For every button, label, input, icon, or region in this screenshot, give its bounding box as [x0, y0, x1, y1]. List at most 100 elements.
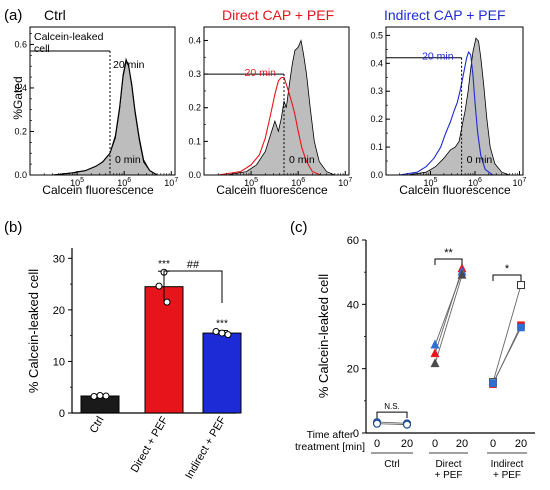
hist-ytick-label: 0.2 — [188, 103, 201, 113]
group-name: Direct — [435, 459, 461, 470]
hist-xtick-label: 107 — [338, 177, 352, 188]
marker-triangle — [430, 348, 440, 358]
marker-circle — [402, 420, 412, 429]
hist-xtick-label: 105 — [70, 177, 84, 188]
hist-ytick-label: 0.0 — [14, 170, 27, 180]
annotation-0min: 0 min — [467, 154, 493, 166]
annotation-20min: 20 min — [422, 51, 454, 63]
paired-line — [492, 284, 522, 383]
scatter-significance-bracket — [434, 258, 463, 265]
hist-ytick-label: 0.4 — [14, 83, 27, 93]
hist-series-fill — [52, 60, 159, 176]
paired-line — [376, 421, 408, 424]
scatter-significance-label: * — [505, 263, 510, 275]
time-label: 0 — [490, 438, 496, 450]
hist-xtick-label: 106 — [117, 177, 131, 188]
time-label: 20 — [456, 438, 468, 450]
hist-series-line — [52, 57, 158, 176]
bar-ytick-label: 0 — [59, 408, 65, 420]
marker-square — [517, 323, 525, 332]
paired-line — [376, 423, 408, 426]
hist-ytick-label: 0.2 — [14, 126, 27, 136]
hist-ytick-label: 0.1 — [370, 142, 383, 152]
x-axis-title: Time after — [307, 429, 354, 441]
hist-ytick-label: 0.6 — [14, 39, 27, 49]
x-axis-title: treatment [min] — [295, 441, 365, 453]
scatter-significance-bracket — [376, 411, 408, 419]
hist-series-fill — [226, 39, 335, 176]
significance-label: *** — [158, 259, 170, 270]
annotation-0min: 0 min — [289, 154, 315, 166]
hist-xtick-label: 105 — [424, 177, 438, 188]
annotation-0min: 0 min — [115, 154, 141, 166]
hist-ytick-label: 0.3 — [370, 86, 383, 96]
hist-frame — [203, 26, 350, 176]
hist-indirect-xlabel: Calcein fluorescence — [399, 183, 511, 197]
marker-circle — [372, 419, 382, 428]
hist-ytick-label: 0.5 — [370, 30, 383, 40]
hist-ytick-label: 0.0 — [188, 170, 201, 180]
hist-xtick-label: 107 — [164, 177, 178, 188]
hist-series-line — [218, 76, 321, 176]
marker-square — [517, 281, 525, 290]
group-name: + PEF — [493, 470, 521, 481]
data-point — [102, 392, 110, 400]
gate-label: Calcein-leaked — [34, 31, 104, 43]
hist-indirect-title: Indirect CAP + PEF — [384, 7, 506, 23]
data-point — [90, 393, 98, 400]
hist-direct-title: Direct CAP + PEF — [222, 7, 334, 23]
time-label: 20 — [515, 438, 527, 450]
bar-chart: % Calcein-leaked cell 0 10 20 30 Ctrl *** Direc… — [26, 248, 242, 481]
hist-series-line — [399, 50, 494, 176]
panel-c-label: (c) — [290, 219, 308, 236]
scatter-significance-bracket — [492, 274, 522, 282]
data-point — [96, 391, 104, 399]
bar-ytick-label: 30 — [53, 253, 65, 265]
group-name: Ctrl — [384, 459, 400, 470]
bar-ylabel: % Calcein-leaked cell — [26, 269, 41, 393]
annotation-20min: 20 min — [113, 59, 145, 71]
bar-category-label: Direct + PEF — [129, 414, 171, 475]
marker-square — [489, 379, 497, 387]
scatter-ytick-label: 40 — [347, 299, 359, 311]
scatter-ytick-label: 20 — [347, 364, 359, 376]
paired-line — [434, 275, 463, 364]
time-label: 0 — [374, 438, 380, 450]
significance-bracket — [163, 270, 223, 303]
bar-category-label: Indirect + PEF — [183, 414, 229, 481]
group-name: + PEF — [434, 470, 462, 481]
gate-label: cell — [34, 43, 50, 55]
hist-frame — [29, 26, 176, 176]
paired-line — [492, 327, 522, 384]
scatter-ytick-label: 0 — [353, 428, 359, 440]
hist-xtick-label: 105 — [244, 177, 258, 188]
bar-ytick-label: 10 — [53, 356, 65, 368]
annotation-20min: 20 min — [244, 67, 276, 79]
bracket-label: ## — [187, 259, 200, 271]
hist-ytick-label: 0.1 — [188, 136, 201, 146]
hist-ytick-label: 0.3 — [188, 69, 201, 79]
paired-line — [434, 268, 463, 355]
hist-ytick-label: 0.4 — [188, 35, 201, 45]
hist-xtick-label: 106 — [291, 177, 305, 188]
hist-ctrl-title: Ctrl — [44, 7, 66, 23]
data-point — [155, 282, 163, 290]
hist-xtick-label: 107 — [513, 177, 527, 188]
data-point — [218, 329, 226, 337]
hist-ctrl-xlabel: Calcein fluorescence — [42, 183, 154, 197]
bar-ytick-label: 20 — [53, 305, 65, 317]
bar-1 — [144, 286, 184, 414]
marker-triangle — [430, 358, 440, 368]
scatter-ytick-label: 60 — [347, 235, 359, 247]
group-name: Indirect — [491, 459, 524, 470]
data-point — [224, 331, 232, 339]
time-label: 0 — [432, 438, 438, 450]
hist-direct-xlabel: Calcein fluorescence — [216, 183, 328, 197]
hist-ytick-label: 0.4 — [370, 58, 383, 68]
bar-category-label: Ctrl — [88, 415, 107, 436]
bar-2 — [202, 332, 242, 414]
data-point — [163, 298, 171, 306]
hist-ylabel: %Gated — [11, 76, 25, 119]
